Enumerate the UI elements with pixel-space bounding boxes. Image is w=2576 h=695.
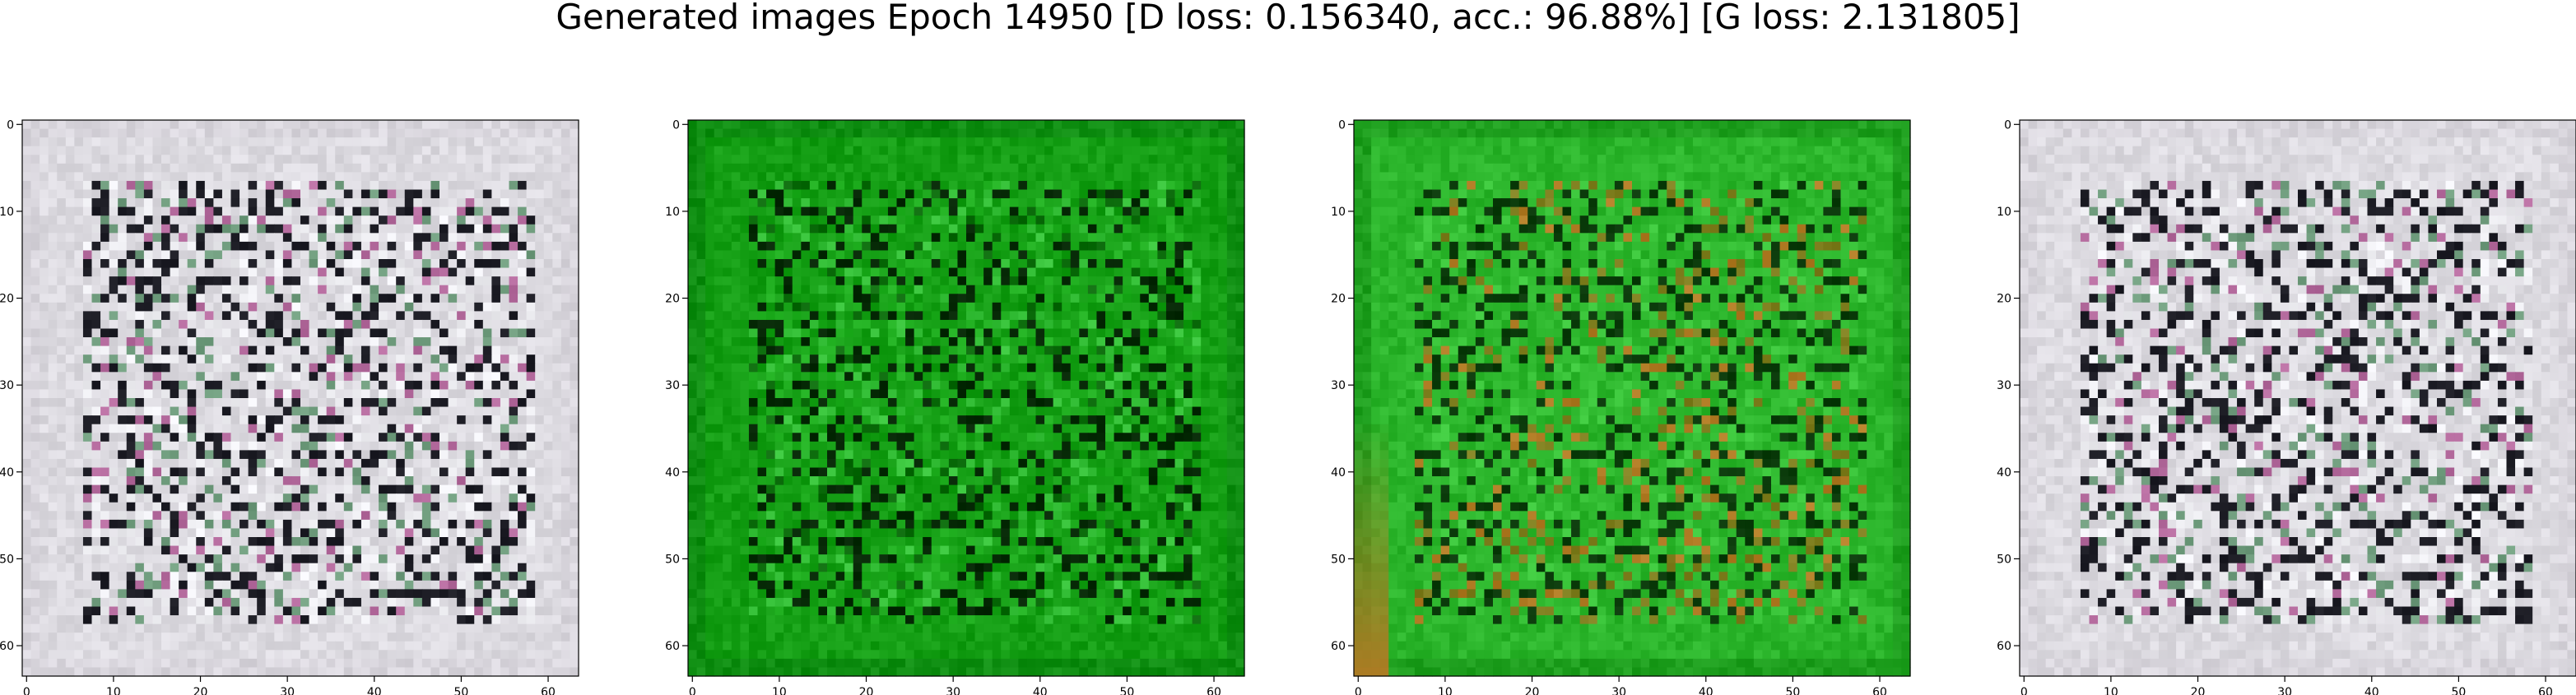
x-tick-label-4-40: 40 [2364,686,2379,695]
y-tick-label-2-40: 40 [665,466,680,480]
image-panel-1 [22,120,579,677]
y-tick-label-1-60: 60 [0,640,14,653]
x-tick-label-4-30: 30 [2277,686,2292,695]
y-tick-label-2-20: 20 [665,293,680,306]
image-panel-3 [1354,120,1911,677]
y-tick-label-2-50: 50 [665,553,680,566]
subplot-3: 0 10 20 30 40 50 60 0 10 20 30 40 50 60 [1331,118,1911,695]
axes-frame-3 [1353,119,1911,677]
x-tick-label-2-30: 30 [946,686,960,695]
y-tick-label-1-50: 50 [0,553,14,566]
x-tick-label-3-60: 60 [1872,686,1887,695]
axes-frame-1 [21,119,579,677]
x-tick-label-4-50: 50 [2451,686,2466,695]
x-tick-label-4-10: 10 [2104,686,2118,695]
x-tick-label-2-50: 50 [1119,686,1134,695]
y-tick-label-4-10: 10 [1997,206,2011,219]
x-tick-label-2-60: 60 [1207,686,1221,695]
y-tick-label-1-0: 0 [7,118,14,132]
y-tick-label-3-30: 30 [1331,379,1346,392]
x-tick-label-1-40: 40 [367,686,382,695]
y-tick-label-1-20: 20 [0,293,14,306]
x-tick-label-1-0: 0 [23,686,30,695]
x-tick-label-1-60: 60 [541,686,556,695]
x-tick-label-1-10: 10 [106,686,121,695]
y-tick-label-4-50: 50 [1997,553,2011,566]
y-tick-label-4-60: 60 [1997,640,2011,653]
figure-title: Generated images Epoch 14950 [D loss: 0.… [556,0,2020,37]
y-tick-label-3-0: 0 [1338,118,1346,132]
y-tick-label-3-50: 50 [1331,553,1346,566]
x-tick-label-3-20: 20 [1525,686,1540,695]
y-tick-label-1-30: 30 [0,379,14,392]
axes-frame-2 [687,119,1245,677]
y-tick-label-3-60: 60 [1331,640,1346,653]
y-tick-label-1-40: 40 [0,466,14,480]
x-tick-label-3-40: 40 [1699,686,1713,695]
subplot-1: 0 10 20 30 40 50 60 0 10 20 30 40 50 60 [0,118,579,695]
x-tick-label-2-0: 0 [689,686,696,695]
x-tick-label-4-20: 20 [2191,686,2206,695]
image-panel-2 [688,120,1245,677]
x-tick-label-3-0: 0 [1355,686,1362,695]
x-tick-label-2-40: 40 [1033,686,1048,695]
y-tick-label-2-60: 60 [665,640,680,653]
subplot-2: 0 10 20 30 40 50 60 0 10 20 30 40 50 60 [665,118,1245,695]
y-tick-label-4-30: 30 [1997,379,2011,392]
y-tick-label-2-10: 10 [665,206,680,219]
y-tick-label-3-40: 40 [1331,466,1346,480]
subplot-4: 0 10 20 30 40 50 60 0 10 20 30 40 50 60 [1997,118,2576,695]
y-tick-label-2-0: 0 [672,118,680,132]
y-tick-label-2-30: 30 [665,379,680,392]
y-tick-label-4-40: 40 [1997,466,2011,480]
axes-frame-4 [2019,119,2576,677]
x-tick-label-1-20: 20 [193,686,208,695]
y-tick-label-4-20: 20 [1997,293,2011,306]
y-tick-label-1-10: 10 [0,206,14,219]
x-tick-label-3-10: 10 [1438,686,1453,695]
x-tick-label-3-50: 50 [1785,686,1800,695]
y-tick-label-4-0: 0 [2004,118,2011,132]
x-tick-label-1-50: 50 [453,686,468,695]
x-tick-label-2-10: 10 [772,686,787,695]
y-tick-label-3-10: 10 [1331,206,1346,219]
x-tick-label-4-0: 0 [2020,686,2028,695]
image-panel-4 [2020,120,2576,677]
x-tick-label-2-20: 20 [859,686,874,695]
x-tick-label-3-30: 30 [1611,686,1626,695]
y-tick-label-3-20: 20 [1331,293,1346,306]
x-tick-label-4-60: 60 [2538,686,2553,695]
x-tick-label-1-30: 30 [280,686,295,695]
